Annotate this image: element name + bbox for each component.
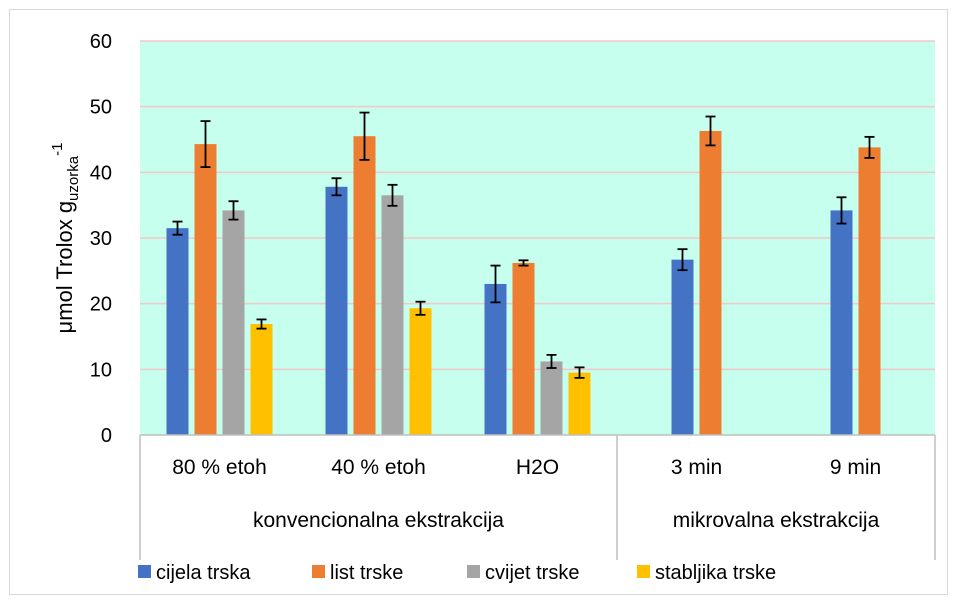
y-axis-label: μmol Trolox guzorka-1 [49, 143, 82, 334]
legend: cijela trska list trske cvijet trske stablj… [138, 562, 776, 584]
bar [353, 136, 376, 435]
bar [409, 308, 432, 435]
bar [512, 262, 535, 435]
bar [830, 210, 853, 435]
bar [568, 372, 591, 435]
error-bar [705, 115, 716, 147]
y-tick-label: 20 [90, 294, 112, 316]
y-tick-label: 60 [90, 31, 112, 53]
error-bar [256, 318, 267, 330]
bars [166, 130, 881, 436]
x-tick-label: 3 min [671, 456, 722, 479]
legend-swatch [312, 565, 325, 578]
y-axis-label-subscript: uzorka [65, 155, 82, 201]
legend-label: cvijet trske [485, 562, 579, 584]
y-axis-label-main: μmol Trolox g [52, 201, 77, 334]
error-bar [518, 259, 529, 267]
bar [194, 144, 217, 435]
legend-swatch [467, 565, 480, 578]
error-bar [677, 248, 688, 272]
bar [699, 130, 722, 436]
legend-swatch [138, 565, 151, 578]
bar [250, 324, 273, 435]
bar [222, 210, 245, 435]
x-group-label: konvencionalna ekstrakcija [253, 509, 504, 532]
x-tick-label: 9 min [830, 456, 881, 479]
x-tick-label: 40 % etoh [331, 456, 426, 479]
error-bar [387, 183, 398, 207]
x-tick-label: 80 % etoh [172, 456, 267, 479]
y-tick-label: 0 [101, 425, 112, 447]
gridlines [140, 40, 935, 371]
error-bar [490, 264, 501, 304]
legend-swatch [637, 565, 650, 578]
bar [540, 361, 563, 435]
legend-label: list trske [330, 562, 403, 584]
bar [858, 147, 881, 435]
bar [325, 186, 348, 435]
x-axis: 80 % etoh 40 % etoh H2O 3 min 9 min konvencio… [139, 434, 936, 560]
y-axis-ticks: 0 10 20 30 40 50 60 [90, 31, 112, 447]
legend-label: stabljika trske [655, 562, 776, 584]
error-bar [864, 135, 875, 159]
y-tick-label: 50 [90, 97, 112, 119]
y-axis-label-superscript: -1 [49, 143, 66, 156]
error-bar [836, 196, 847, 225]
error-bar [172, 220, 183, 236]
y-tick-label: 10 [90, 359, 112, 381]
y-tick-label: 40 [90, 162, 112, 184]
x-group-label: mikrovalna ekstrakcija [673, 509, 880, 532]
error-bar [331, 177, 342, 197]
error-bar [200, 120, 211, 168]
error-bar [359, 111, 370, 161]
bar [484, 283, 507, 435]
bar [381, 195, 404, 435]
error-bar [574, 366, 585, 379]
legend-label: cijela trska [156, 562, 251, 584]
error-bar [415, 300, 426, 316]
error-bar [228, 200, 239, 221]
y-tick-label: 30 [90, 228, 112, 250]
bar [671, 259, 694, 435]
error-bars [172, 111, 875, 379]
error-bar [546, 353, 557, 369]
bar [166, 228, 189, 435]
x-tick-label: H2O [516, 456, 559, 479]
